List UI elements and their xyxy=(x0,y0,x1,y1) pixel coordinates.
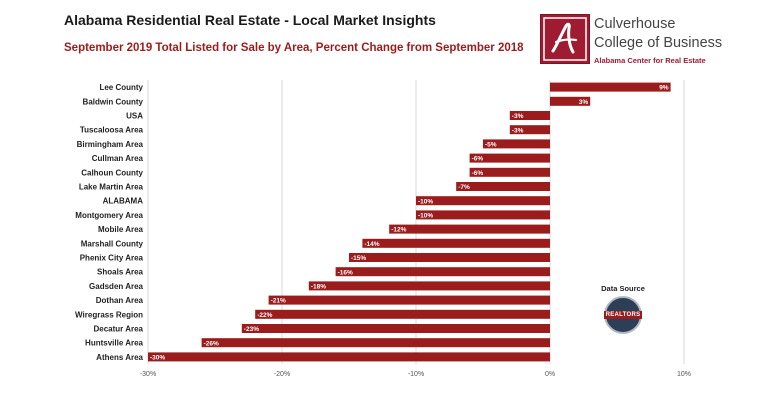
data-source-label: Data Source xyxy=(601,284,645,293)
chart-title: Alabama Residential Real Estate - Local … xyxy=(64,12,436,28)
data-label: -23% xyxy=(244,326,259,333)
data-label: -10% xyxy=(418,198,433,205)
category-label: Shoals Area xyxy=(97,268,143,277)
bar xyxy=(268,295,550,305)
bar xyxy=(456,182,550,191)
chart-subtitle: September 2019 Total Listed for Sale by … xyxy=(64,42,524,54)
x-tick-label: 0% xyxy=(545,371,555,378)
bar xyxy=(349,253,550,262)
data-label: -22% xyxy=(257,312,272,319)
script-a-logo-icon xyxy=(540,14,590,64)
category-label: Cullman Area xyxy=(92,154,144,163)
category-label: Baldwin County xyxy=(83,97,144,106)
category-label: ALABAMA xyxy=(103,197,144,206)
category-label: Tuscaloosa Area xyxy=(80,126,144,135)
data-label: -7% xyxy=(458,184,470,191)
logo-name: Culverhouse xyxy=(594,16,676,32)
realtors-badge-text: REALTORS xyxy=(603,311,643,319)
category-label: Lee County xyxy=(99,83,143,92)
category-label: USA xyxy=(126,112,143,121)
x-tick-label: -10% xyxy=(408,371,424,378)
bar xyxy=(308,281,550,291)
data-label: -21% xyxy=(271,298,286,305)
logo-college: College of Business xyxy=(594,35,723,51)
bar xyxy=(509,111,550,120)
category-label: Mobile Area xyxy=(98,225,144,234)
x-tick-label: -30% xyxy=(140,371,156,378)
bar xyxy=(509,125,550,135)
category-label: Marshall County xyxy=(81,239,144,248)
data-label: -14% xyxy=(364,241,379,248)
data-label: -16% xyxy=(338,269,353,276)
bar xyxy=(550,96,591,106)
data-label: -3% xyxy=(512,127,524,134)
category-label: Lake Martin Area xyxy=(79,183,144,192)
bar xyxy=(148,352,550,362)
bar xyxy=(416,196,550,206)
category-label: Huntsville Area xyxy=(85,339,143,348)
category-label: Dothan Area xyxy=(96,296,144,305)
data-label: 3% xyxy=(579,99,589,106)
data-label: -5% xyxy=(485,142,497,149)
data-label: -18% xyxy=(311,284,326,291)
bar xyxy=(362,238,550,248)
category-label: Calhoun County xyxy=(81,168,143,177)
category-label: Gadsden Area xyxy=(89,282,143,291)
data-label: -6% xyxy=(472,170,484,177)
bar xyxy=(201,338,550,348)
category-label: Montgomery Area xyxy=(75,211,143,220)
bar xyxy=(416,210,550,220)
data-label: -3% xyxy=(512,113,524,120)
bar xyxy=(483,139,550,149)
data-label: 9% xyxy=(659,85,669,92)
x-tick-label: 10% xyxy=(677,371,691,378)
logo-center: Alabama Center for Real Estate xyxy=(594,56,706,65)
culverhouse-logo: Culverhouse College of Business Alabama … xyxy=(540,14,760,70)
data-label: -15% xyxy=(351,255,366,262)
bar xyxy=(389,224,550,234)
x-tick-label: -20% xyxy=(274,371,290,378)
bar xyxy=(241,324,551,333)
data-label: -6% xyxy=(472,156,484,163)
bar xyxy=(469,167,550,177)
data-label: -10% xyxy=(418,213,433,220)
category-label: Athens Area xyxy=(96,353,143,362)
data-label: -30% xyxy=(150,355,165,362)
category-label: Decatur Area xyxy=(93,325,143,334)
bar xyxy=(255,309,550,319)
category-label: Birmingham Area xyxy=(77,140,144,149)
bar xyxy=(469,153,550,163)
category-label: Wiregrass Region xyxy=(75,310,143,319)
data-label: -12% xyxy=(391,227,406,234)
realtors-badge-icon: REALTORS xyxy=(603,296,643,334)
bar xyxy=(335,267,550,277)
data-label: -26% xyxy=(204,340,219,347)
bar xyxy=(550,82,671,92)
category-label: Phenix City Area xyxy=(80,254,144,263)
